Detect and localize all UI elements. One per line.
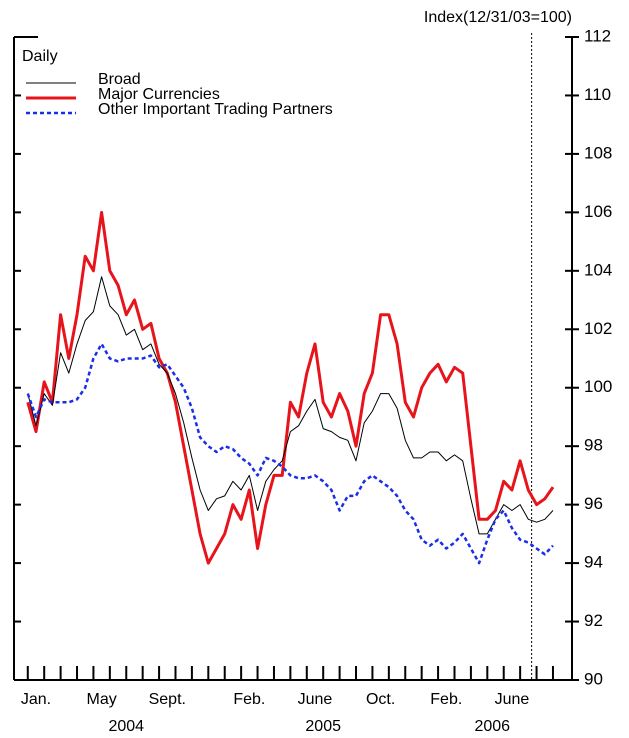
x-tick-label: Feb. bbox=[233, 691, 265, 708]
y-tick-label: 112 bbox=[584, 26, 611, 45]
x-tick-label: Sept. bbox=[149, 691, 186, 708]
x-tick-label: June bbox=[298, 691, 333, 708]
y-tick-label: 106 bbox=[584, 202, 612, 221]
y-tick-label: 90 bbox=[584, 669, 603, 688]
y-tick-label: 94 bbox=[584, 553, 603, 572]
legend-label: Other Important Trading Partners bbox=[98, 101, 333, 118]
y-tick-label: 102 bbox=[584, 319, 612, 338]
x-tick-label: June bbox=[495, 691, 530, 708]
y-tick-label: 100 bbox=[584, 377, 612, 396]
y-tick-label: 92 bbox=[584, 611, 603, 630]
year-label: 2006 bbox=[474, 718, 510, 735]
x-tick-label: Jan. bbox=[21, 691, 51, 708]
y-tick-label: 96 bbox=[584, 494, 603, 513]
y-tick-label: 104 bbox=[584, 260, 612, 279]
x-tick-label: May bbox=[87, 691, 117, 708]
year-label: 2004 bbox=[108, 718, 144, 735]
series-line bbox=[26, 342, 554, 565]
legend-label: Major Currencies bbox=[98, 86, 220, 103]
y-tick-label: 98 bbox=[584, 436, 603, 455]
chart-title: Daily bbox=[22, 48, 58, 65]
y-tick-label: 108 bbox=[584, 143, 612, 162]
y-axis-label: Index(12/31/03=100) bbox=[424, 9, 572, 26]
year-label: 2005 bbox=[305, 718, 341, 735]
series-line bbox=[27, 276, 554, 535]
x-tick-label: Feb. bbox=[430, 691, 462, 708]
y-tick-label: 110 bbox=[584, 85, 611, 104]
x-tick-label: Oct. bbox=[366, 691, 395, 708]
series-line bbox=[26, 210, 555, 565]
legend-label: Broad bbox=[98, 71, 141, 88]
